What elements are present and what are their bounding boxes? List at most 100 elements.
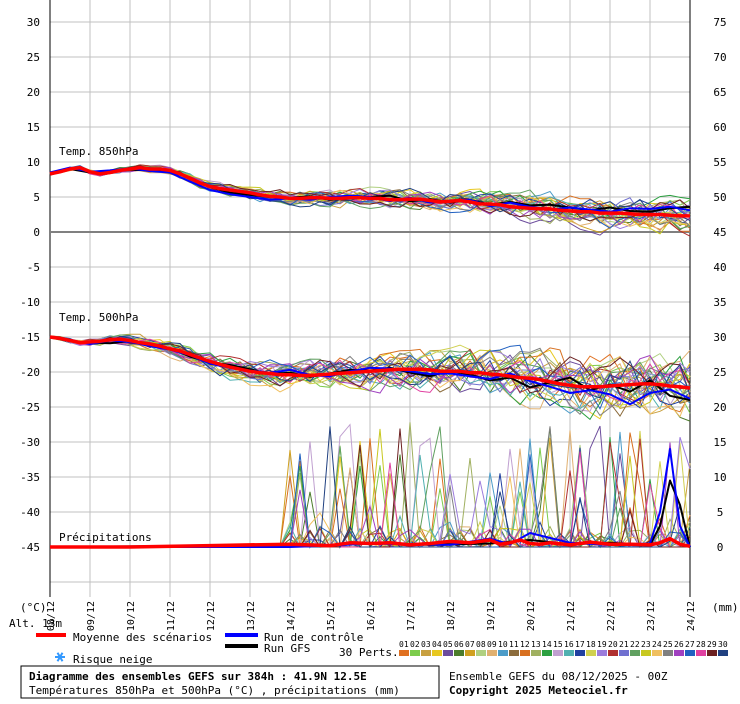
pert-number: 02 (410, 640, 420, 649)
right-tick-label: 20 (713, 401, 726, 414)
left-tick-label: 25 (27, 51, 40, 64)
pert-swatch (575, 650, 585, 656)
snowflake-icon (55, 652, 65, 662)
main-series-layer (49, 165, 691, 549)
right-tick-label: 35 (713, 296, 726, 309)
pert-swatch (597, 650, 607, 656)
pert-number: 11 (509, 640, 519, 649)
altitude-label: Alt. 13m (9, 617, 62, 630)
pert-swatch (608, 650, 618, 656)
legend: Moyenne des scénarios Run de contrôle Ru… (36, 631, 728, 666)
date-tick-label: 21/12 (566, 601, 577, 631)
left-tick-label: -25 (20, 401, 40, 414)
legend-gfs-label: Run GFS (264, 642, 310, 655)
pert-number: 14 (542, 640, 552, 649)
left-tick-label: 10 (27, 156, 40, 169)
pert-number: 12 (520, 640, 530, 649)
date-tick-label: 19/12 (486, 601, 497, 631)
pert-number: 09 (487, 640, 497, 649)
pert-swatch (509, 650, 519, 656)
pert-swatch (674, 650, 684, 656)
legend-snow-label: Risque neige (73, 653, 152, 666)
right-tick-label: 60 (713, 121, 726, 134)
pert-number: 30 (718, 640, 728, 649)
pert-swatch (487, 650, 497, 656)
chart-subtitle: Températures 850hPa et 500hPa (°C) , pré… (29, 684, 400, 697)
pert-swatch (619, 650, 629, 656)
pert-number: 05 (443, 640, 453, 649)
left-tick-label: -15 (20, 331, 40, 344)
pert-swatch (696, 650, 706, 656)
date-tick-label: 10/12 (126, 601, 137, 631)
pert-swatch (421, 650, 431, 656)
pert-swatch (465, 650, 475, 656)
pert-swatch (652, 650, 662, 656)
date-tick-label: 13/12 (246, 601, 257, 631)
right-unit-label: (mm) (712, 601, 739, 614)
pert-number: 17 (575, 640, 585, 649)
left-tick-label: 5 (33, 191, 40, 204)
date-tick-label: 09/12 (86, 601, 97, 631)
pert-number: 04 (432, 640, 442, 649)
right-tick-label: 0 (717, 541, 724, 554)
right-tick-label: 65 (713, 86, 726, 99)
date-tick-label: 08/12 (46, 601, 57, 631)
right-tick-label: 10 (713, 471, 726, 484)
pert-swatch (399, 650, 409, 656)
left-unit-label: (°C) (20, 601, 47, 614)
right-tick-label: 45 (713, 226, 726, 239)
pert-number: 24 (652, 640, 662, 649)
pert-number: 18 (586, 640, 596, 649)
pert-number: 10 (498, 640, 508, 649)
left-tick-label: -40 (20, 506, 40, 519)
pert-number: 13 (531, 640, 541, 649)
left-tick-label: 0 (33, 226, 40, 239)
pert-number: 27 (685, 640, 695, 649)
pert-swatch (553, 650, 563, 656)
left-tick-label: -5 (27, 261, 40, 274)
footer-title-box (20, 665, 440, 699)
pert-swatch (663, 650, 673, 656)
right-tick-label: 40 (713, 261, 726, 274)
date-tick-label: 24/12 (686, 601, 697, 631)
pert-number: 19 (597, 640, 607, 649)
legend-perts-label: 30 Perts. (339, 646, 399, 659)
pert-number: 16 (564, 640, 574, 649)
series-t500-mean (49, 335, 691, 390)
pert-swatch (520, 650, 530, 656)
pert-swatch (630, 650, 640, 656)
pert-swatch (531, 650, 541, 656)
date-tick-label: 23/12 (646, 601, 657, 631)
pert-swatch (707, 650, 717, 656)
pert-number: 25 (663, 640, 673, 649)
axis-labels: 302520151050-5-10-15-20-25-30-35-40-4575… (20, 16, 727, 631)
date-tick-label: 15/12 (326, 601, 337, 631)
t850-section-label: Temp. 850hPa (59, 145, 138, 158)
date-tick-label: 22/12 (606, 601, 617, 631)
pert-swatch (641, 650, 651, 656)
pert-number: 01 (399, 640, 409, 649)
left-tick-label: 20 (27, 86, 40, 99)
left-tick-label: -45 (20, 541, 40, 554)
pert-swatch (564, 650, 574, 656)
date-tick-label: 18/12 (446, 601, 457, 631)
right-tick-label: 55 (713, 156, 726, 169)
pert-swatch (498, 650, 508, 656)
pert-swatch (410, 650, 420, 656)
pert-swatch (542, 650, 552, 656)
left-tick-label: -35 (20, 471, 40, 484)
right-tick-label: 70 (713, 51, 726, 64)
pert-number: 22 (630, 640, 640, 649)
right-tick-label: 15 (713, 436, 726, 449)
copyright: Copyright 2025 Meteociel.fr (449, 684, 628, 697)
legend-control-label: Run de contrôle (264, 631, 363, 644)
date-tick-label: 14/12 (286, 601, 297, 631)
pert-number: 21 (619, 640, 629, 649)
pert-number: 26 (674, 640, 684, 649)
right-tick-label: 50 (713, 191, 726, 204)
pert-swatch (586, 650, 596, 656)
pert-number: 15 (553, 640, 563, 649)
right-tick-label: 25 (713, 366, 726, 379)
